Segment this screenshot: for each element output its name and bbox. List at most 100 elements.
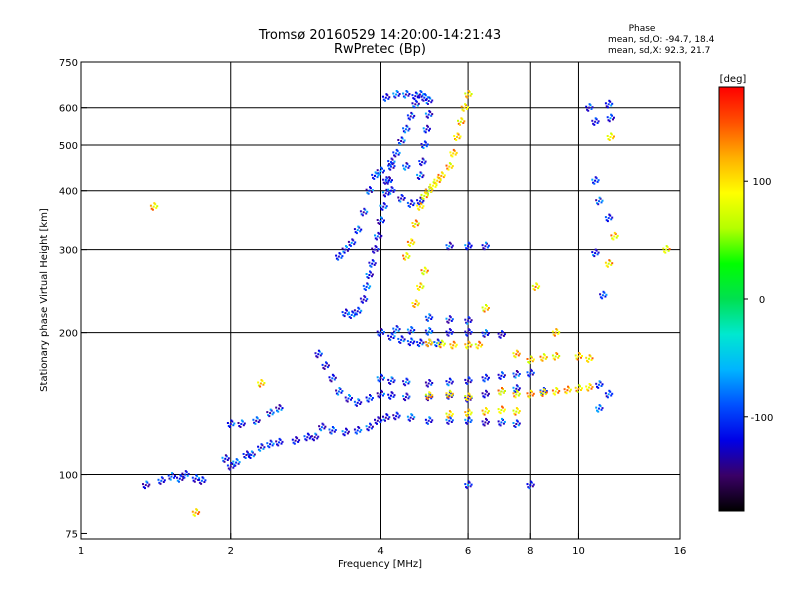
data-point	[465, 399, 468, 402]
data-point	[257, 448, 260, 451]
data-point	[450, 246, 453, 249]
data-point	[532, 287, 535, 290]
data-point	[355, 232, 358, 235]
data-point	[502, 376, 505, 378]
data-point	[433, 178, 436, 181]
data-point	[377, 416, 380, 419]
data-point	[608, 139, 611, 141]
data-point	[437, 342, 440, 345]
data-point	[424, 131, 427, 134]
data-point	[586, 359, 588, 362]
data-point	[340, 391, 343, 394]
data-point	[291, 438, 294, 441]
data-point	[593, 255, 596, 258]
data-point	[144, 487, 146, 490]
y-tick-label: 300	[59, 246, 78, 257]
data-point	[348, 394, 351, 396]
data-point	[424, 188, 427, 191]
data-point	[142, 486, 145, 489]
data-point	[335, 389, 338, 392]
data-point	[464, 92, 467, 95]
data-point	[408, 332, 411, 335]
data-point	[404, 396, 407, 399]
data-point	[596, 409, 598, 412]
data-point	[324, 425, 327, 428]
data-point	[485, 417, 487, 420]
data-point	[554, 355, 557, 358]
data-point	[191, 510, 194, 513]
data-point	[558, 331, 561, 334]
data-point	[485, 407, 487, 410]
data-point	[607, 262, 610, 265]
data-point	[243, 422, 246, 425]
data-point	[384, 96, 387, 99]
data-point	[245, 454, 248, 456]
data-point	[393, 379, 396, 382]
data-point	[497, 373, 500, 376]
data-point	[487, 244, 490, 247]
data-point	[605, 293, 608, 296]
data-point	[449, 343, 452, 346]
data-point	[333, 378, 336, 381]
data-point	[563, 388, 566, 391]
data-point	[350, 398, 352, 401]
data-point	[532, 483, 535, 486]
data-point	[377, 222, 380, 224]
data-point	[529, 355, 532, 358]
data-point	[558, 390, 561, 392]
data-point	[446, 396, 449, 399]
data-point	[426, 385, 429, 388]
data-point	[597, 203, 600, 206]
data-point	[402, 398, 405, 401]
data-point	[369, 264, 372, 267]
stats-heading: Phase	[629, 24, 656, 34]
data-point	[664, 251, 667, 254]
data-point	[588, 357, 590, 360]
data-point	[331, 429, 334, 432]
data-point	[448, 328, 451, 331]
data-point	[248, 453, 251, 456]
data-point	[342, 250, 345, 253]
data-point	[250, 450, 253, 453]
data-point	[193, 480, 196, 483]
data-point	[424, 341, 427, 344]
data-point	[380, 419, 383, 422]
data-point	[515, 419, 518, 422]
data-point	[392, 92, 395, 95]
data-point	[469, 413, 472, 416]
data-point	[335, 257, 338, 260]
data-point	[421, 98, 424, 101]
data-point	[611, 216, 614, 219]
data-point	[254, 422, 257, 425]
data-point	[399, 341, 402, 344]
data-point	[447, 321, 450, 324]
data-point	[440, 339, 443, 342]
data-point	[384, 192, 387, 195]
data-point	[598, 407, 600, 410]
data-point	[607, 119, 610, 122]
data-point	[448, 245, 451, 248]
data-point	[275, 440, 278, 443]
data-point	[367, 400, 370, 403]
data-point	[426, 422, 429, 425]
data-point	[453, 135, 456, 137]
data-point	[515, 410, 518, 413]
data-point	[529, 359, 532, 361]
data-point	[348, 316, 351, 318]
data-point	[447, 397, 450, 400]
data-point	[353, 428, 356, 431]
data-point	[343, 434, 346, 437]
data-point	[331, 377, 334, 380]
data-point	[466, 322, 469, 325]
data-point	[601, 294, 604, 297]
data-point	[425, 271, 428, 274]
data-point	[532, 392, 535, 395]
data-point	[566, 389, 569, 392]
data-point	[354, 231, 357, 234]
data-point	[578, 384, 581, 387]
data-point	[426, 143, 429, 146]
data-point	[356, 429, 359, 432]
data-point	[421, 343, 424, 346]
data-point	[390, 186, 393, 189]
data-point	[577, 387, 580, 390]
